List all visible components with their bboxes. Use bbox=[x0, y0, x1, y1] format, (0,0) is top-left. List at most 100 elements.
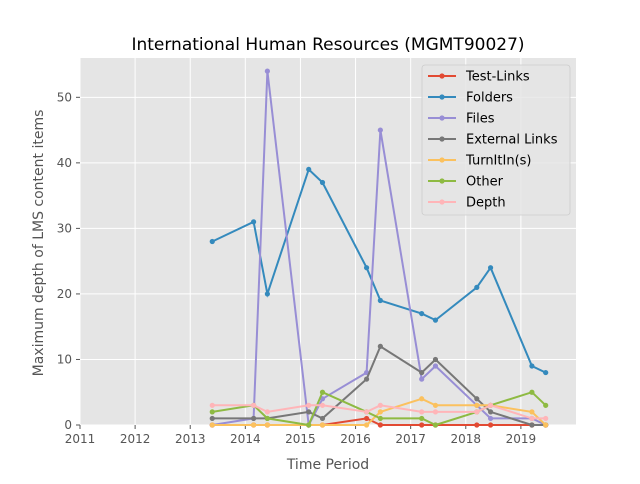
x-tick-label: 2012 bbox=[120, 432, 151, 446]
data-point-folders bbox=[543, 369, 549, 376]
legend-label: Test-Links bbox=[465, 70, 530, 85]
legend-swatch-marker bbox=[439, 94, 445, 100]
legend-item-external-links: External Links bbox=[428, 133, 558, 148]
data-point-test-links bbox=[363, 415, 370, 422]
data-point-depth bbox=[432, 409, 439, 415]
data-point-other bbox=[209, 409, 215, 415]
legend-label: Files bbox=[466, 112, 495, 127]
data-point-depth bbox=[264, 409, 270, 415]
y-tick-label: 20 bbox=[57, 287, 72, 301]
chart-title: International Human Resources (MGMT90027… bbox=[131, 35, 524, 55]
data-point-depth bbox=[529, 415, 535, 422]
x-tick-label: 2019 bbox=[506, 432, 537, 446]
data-point-files bbox=[264, 68, 270, 74]
x-tick-label: 2017 bbox=[395, 432, 426, 446]
data-point-other bbox=[529, 389, 535, 395]
data-point-turnitin-s bbox=[264, 422, 270, 428]
data-point-folders bbox=[377, 297, 383, 304]
x-tick-label: 2011 bbox=[65, 432, 96, 446]
grid-lines bbox=[79, 58, 576, 426]
data-point-depth bbox=[419, 409, 425, 415]
data-point-turnitin-s bbox=[319, 422, 326, 428]
legend-swatch-marker bbox=[439, 115, 445, 121]
data-point-test-links bbox=[474, 422, 480, 428]
y-tick-label: 50 bbox=[57, 90, 72, 104]
legend-item-folders: Folders bbox=[428, 91, 513, 106]
x-tick-label: 2016 bbox=[340, 432, 371, 446]
y-tick-label: 0 bbox=[64, 418, 72, 432]
data-point-external-links bbox=[419, 369, 425, 376]
data-point-other bbox=[432, 422, 439, 428]
legend-item-other: Other bbox=[428, 175, 504, 190]
legend-box bbox=[421, 64, 571, 216]
data-point-depth bbox=[363, 409, 370, 415]
legend-label: Folders bbox=[466, 91, 513, 106]
data-point-folders bbox=[251, 219, 257, 225]
data-point-folders bbox=[474, 284, 480, 290]
data-point-turnitin-s bbox=[377, 409, 383, 415]
x-tick-label: 2013 bbox=[175, 432, 206, 446]
data-point-depth bbox=[319, 402, 326, 408]
y-tick-label: 40 bbox=[57, 156, 72, 170]
data-point-depth bbox=[487, 402, 494, 408]
data-point-folders bbox=[363, 265, 370, 271]
data-point-external-links bbox=[432, 356, 439, 363]
data-point-turnitin-s bbox=[529, 409, 535, 415]
y-tick-label: 30 bbox=[57, 221, 72, 235]
legend-label: Other bbox=[466, 175, 504, 190]
data-point-files bbox=[487, 415, 494, 422]
data-point-depth bbox=[251, 402, 257, 408]
y-tick-label: 10 bbox=[57, 352, 72, 366]
data-point-external-links bbox=[363, 376, 370, 382]
data-point-folders bbox=[306, 166, 312, 173]
x-axis-label: Time Period bbox=[286, 457, 369, 473]
data-point-folders bbox=[319, 179, 326, 186]
data-point-depth bbox=[377, 402, 383, 408]
data-point-test-links bbox=[419, 422, 425, 428]
data-point-files bbox=[432, 363, 439, 369]
x-tick-label: 2015 bbox=[285, 432, 316, 446]
legend-swatch-marker bbox=[439, 157, 445, 163]
data-point-external-links bbox=[377, 343, 383, 349]
data-point-external-links bbox=[251, 415, 257, 422]
data-point-depth bbox=[209, 402, 215, 408]
data-point-turnitin-s bbox=[209, 422, 215, 428]
legend-item-test-links: Test-Links bbox=[428, 70, 530, 85]
data-point-external-links bbox=[306, 409, 312, 415]
data-point-turnitin-s bbox=[474, 402, 480, 408]
legend-label: Depth bbox=[466, 196, 506, 211]
legend-item-files: Files bbox=[428, 112, 495, 127]
data-point-folders bbox=[419, 310, 425, 317]
data-point-test-links bbox=[487, 422, 494, 428]
data-point-files bbox=[377, 127, 383, 133]
data-point-folders bbox=[487, 265, 494, 271]
data-point-turnitin-s bbox=[432, 402, 439, 408]
legend-item-depth: Depth bbox=[428, 196, 506, 211]
data-point-folders bbox=[264, 291, 270, 297]
y-axis-label: Maximum depth of LMS content items bbox=[31, 110, 47, 377]
data-point-external-links bbox=[529, 422, 535, 428]
series-lines bbox=[209, 68, 549, 429]
data-point-external-links bbox=[474, 396, 480, 402]
x-tick-label: 2014 bbox=[230, 432, 261, 446]
legend-label: External Links bbox=[466, 133, 558, 148]
data-point-other bbox=[319, 389, 326, 395]
data-point-external-links bbox=[209, 415, 215, 422]
data-point-external-links bbox=[319, 415, 326, 422]
data-point-depth bbox=[474, 409, 480, 415]
legend-swatch-marker bbox=[439, 199, 445, 205]
legend-swatch-marker bbox=[439, 178, 445, 184]
data-point-turnitin-s bbox=[419, 396, 425, 402]
series-depth bbox=[209, 402, 549, 422]
data-point-depth bbox=[543, 415, 549, 422]
legend-label: TurnItIn(s) bbox=[465, 154, 531, 169]
data-point-files bbox=[419, 376, 425, 382]
data-point-other bbox=[377, 415, 383, 422]
legend: Test-Links Folders Files External Links Turn… bbox=[421, 64, 571, 216]
data-point-other bbox=[419, 415, 425, 422]
x-tick-label: 2018 bbox=[451, 432, 482, 446]
data-point-other bbox=[543, 402, 549, 408]
data-point-other bbox=[306, 422, 312, 428]
data-point-depth bbox=[306, 402, 312, 408]
